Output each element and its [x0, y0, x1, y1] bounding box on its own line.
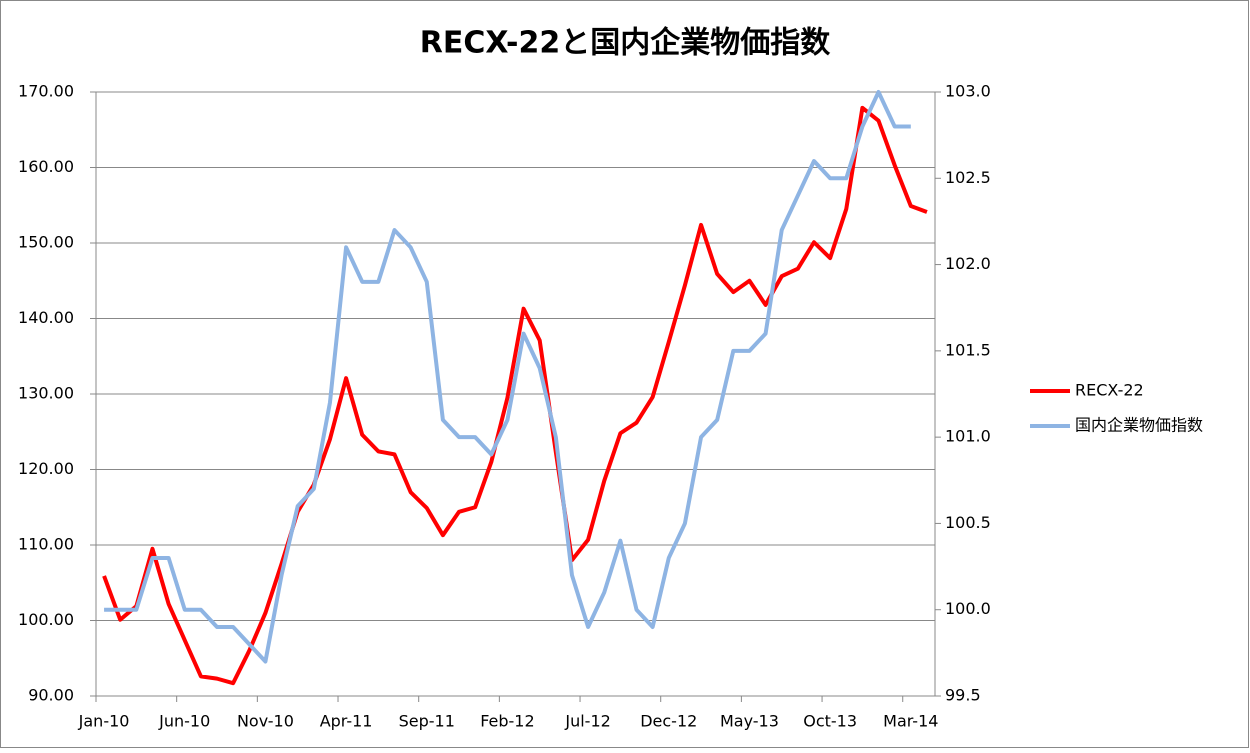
y2-tick-label: 103.0 [945, 82, 991, 101]
x-tick-label: Nov-10 [237, 712, 294, 731]
y-tick-label: 170.00 [18, 82, 74, 101]
series-line [104, 90, 911, 664]
x-tick-label: Sep-11 [399, 712, 455, 731]
x-tick-label: Mar-14 [883, 712, 938, 731]
chart-title: RECX-22と国内企業物価指数 [420, 26, 831, 61]
y-tick-label: 130.00 [18, 384, 74, 403]
y-tick-label: 120.00 [18, 459, 74, 478]
y2-tick-label: 99.5 [945, 686, 981, 705]
y-tick-label: 90.00 [28, 686, 74, 705]
y2-tick-label: 102.0 [945, 254, 991, 273]
x-tick-label: Jul-12 [564, 712, 610, 731]
x-tick-label: May-13 [720, 712, 779, 731]
y-tick-label: 140.00 [18, 308, 74, 327]
series-line [102, 105, 928, 686]
x-tick-label: Apr-11 [320, 712, 373, 731]
x-tick-label: Dec-12 [640, 712, 697, 731]
y2-tick-label: 101.5 [945, 340, 991, 359]
y2-tick-label: 100.5 [945, 513, 991, 532]
y-tick-label: 110.00 [18, 535, 74, 554]
y-tick-label: 150.00 [18, 233, 74, 252]
legend-label: RECX-22 [1075, 381, 1144, 400]
x-tick-label: Jun-10 [158, 712, 210, 731]
y2-tick-label: 100.0 [945, 599, 991, 618]
x-tick-label: Oct-13 [803, 712, 857, 731]
x-tick-label: Feb-12 [480, 712, 534, 731]
y2-tick-label: 102.5 [945, 168, 991, 187]
y-tick-label: 100.00 [18, 610, 74, 629]
x-tick-label: Jan-10 [78, 712, 130, 731]
y2-tick-label: 101.0 [945, 427, 991, 446]
y-tick-label: 160.00 [18, 157, 74, 176]
legend-label: 国内企業物価指数 [1075, 416, 1203, 435]
